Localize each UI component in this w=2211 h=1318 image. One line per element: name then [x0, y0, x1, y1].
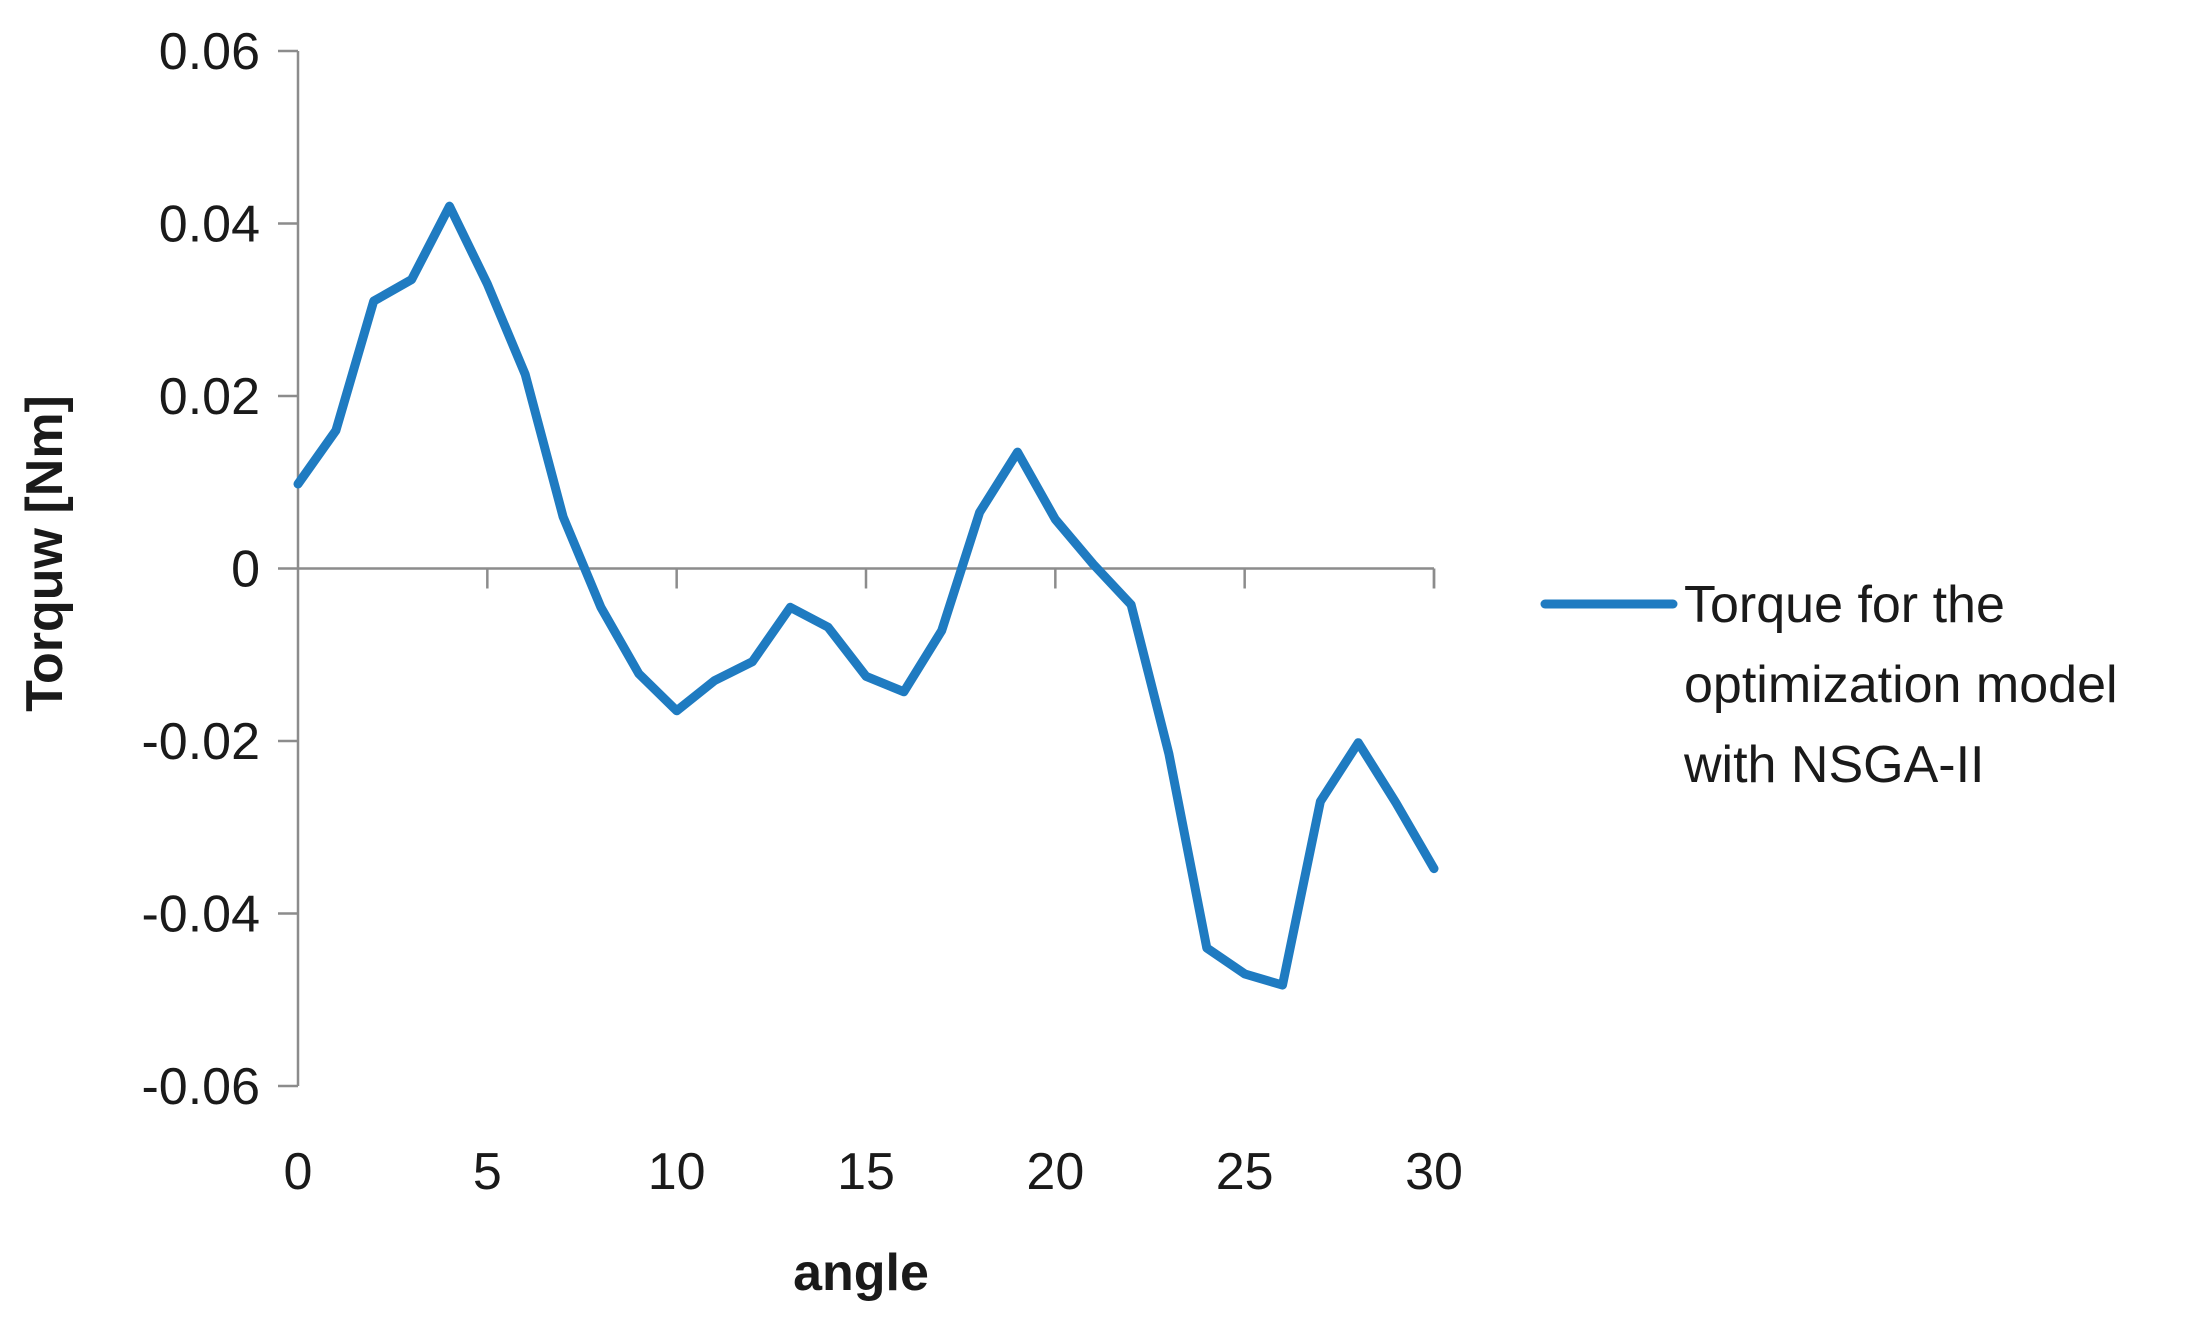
- x-tick-label: 30: [1405, 1143, 1463, 1201]
- x-tick-label: 20: [1026, 1143, 1084, 1201]
- x-tick-label: 5: [473, 1143, 502, 1201]
- x-tick-label: 10: [648, 1143, 706, 1201]
- y-tick-label: 0.02: [159, 368, 260, 426]
- y-tick-label: -0.04: [141, 886, 260, 944]
- legend-label: optimization model: [1684, 656, 2118, 714]
- y-tick-label: 0: [231, 541, 260, 599]
- x-axis-title: angle: [793, 1244, 929, 1302]
- y-tick-label: 0.06: [159, 23, 260, 81]
- legend: Torque for the optimization model with NSG…: [1540, 576, 2118, 794]
- y-tick-label: -0.06: [141, 1058, 260, 1116]
- y-tick-label: 0.04: [159, 196, 260, 254]
- legend-label: with NSGA-II: [1683, 736, 1985, 794]
- y-axis-title: Torquw [Nm]: [16, 395, 74, 712]
- series-line: [293, 201, 1439, 990]
- x-tick-label: 0: [284, 1143, 313, 1201]
- x-tick-label: 25: [1216, 1143, 1274, 1201]
- legend-label: Torque for the: [1684, 576, 2005, 634]
- x-tick-label: 15: [837, 1143, 895, 1201]
- y-tick-label: -0.02: [141, 713, 260, 771]
